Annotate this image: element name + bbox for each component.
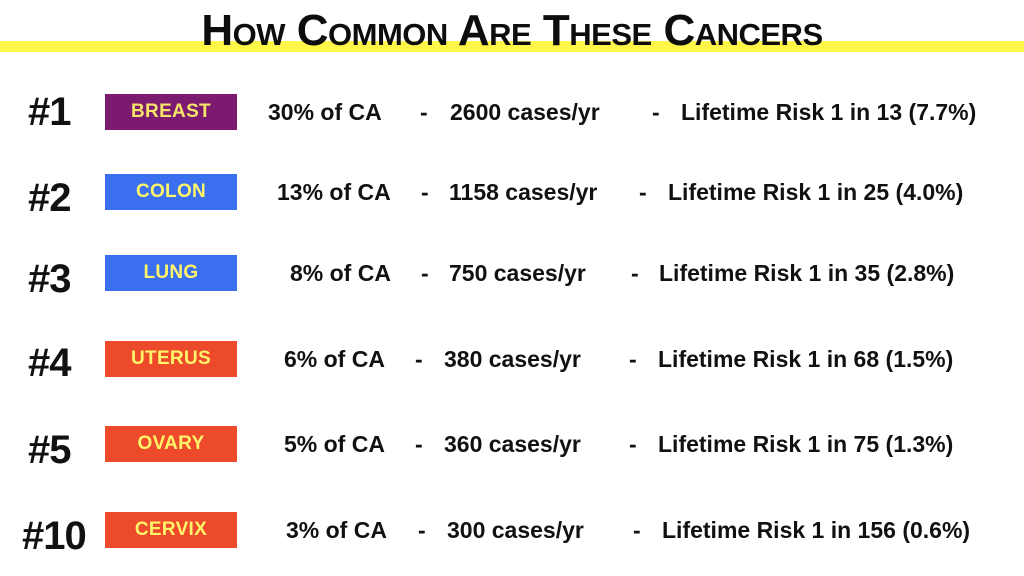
cancer-badge-cervix: CERVIX (105, 512, 237, 548)
cases-per-year: 1158 cases/yr (449, 179, 598, 205)
rank-label: #1 (28, 90, 71, 134)
separator: - (629, 431, 637, 457)
separator: - (631, 260, 639, 286)
title-highlight-bar (0, 41, 1024, 52)
cancer-row-breast: #1 BREAST 30% of CA - 2600 cases/yr - Li… (0, 84, 1024, 140)
lifetime-risk: Lifetime Risk 1 in 156 (0.6%) (662, 517, 971, 543)
cancer-badge-colon: COLON (105, 174, 237, 210)
cases-per-year: 360 cases/yr (444, 431, 581, 457)
separator: - (418, 517, 426, 543)
rank-label: #5 (28, 428, 71, 472)
cancer-row-ovary: #5 OVARY 5% of CA - 360 cases/yr - Lifet… (0, 416, 1024, 472)
rank-label: #3 (28, 257, 71, 301)
separator: - (421, 179, 429, 205)
percent-of-cancers: 13% of CA (277, 179, 391, 205)
lifetime-risk: Lifetime Risk 1 in 13 (7.7%) (681, 99, 977, 125)
separator: - (652, 99, 660, 125)
separator: - (421, 260, 429, 286)
rank-label: #4 (28, 341, 71, 385)
cancer-row-uterus: #4 UTERUS 6% of CA - 380 cases/yr - Life… (0, 331, 1024, 387)
lifetime-risk: Lifetime Risk 1 in 35 (2.8%) (659, 260, 955, 286)
cancer-badge-uterus: UTERUS (105, 341, 237, 377)
percent-of-cancers: 3% of CA (286, 517, 387, 543)
separator: - (639, 179, 647, 205)
lifetime-risk: Lifetime Risk 1 in 25 (4.0%) (668, 179, 964, 205)
separator: - (415, 431, 423, 457)
lifetime-risk: Lifetime Risk 1 in 68 (1.5%) (658, 346, 954, 372)
rank-label: #2 (28, 176, 71, 220)
cases-per-year: 300 cases/yr (447, 517, 584, 543)
cases-per-year: 2600 cases/yr (450, 99, 600, 125)
cancer-badge-breast: BREAST (105, 94, 237, 130)
rank-label: #10 (22, 514, 87, 558)
cases-per-year: 750 cases/yr (449, 260, 586, 286)
cancer-badge-lung: LUNG (105, 255, 237, 291)
percent-of-cancers: 30% of CA (268, 99, 382, 125)
cancer-row-cervix: #10 CERVIX 3% of CA - 300 cases/yr - Lif… (0, 502, 1024, 558)
cancer-row-colon: #2 COLON 13% of CA - 1158 cases/yr - Lif… (0, 164, 1024, 220)
percent-of-cancers: 6% of CA (284, 346, 385, 372)
cancer-badge-ovary: OVARY (105, 426, 237, 462)
separator: - (415, 346, 423, 372)
percent-of-cancers: 5% of CA (284, 431, 385, 457)
page-title: How Common Are These Cancers (201, 6, 823, 55)
separator: - (633, 517, 641, 543)
cases-per-year: 380 cases/yr (444, 346, 581, 372)
separator: - (629, 346, 637, 372)
cancer-row-lung: #3 LUNG 8% of CA - 750 cases/yr - Lifeti… (0, 245, 1024, 301)
percent-of-cancers: 8% of CA (290, 260, 391, 286)
lifetime-risk: Lifetime Risk 1 in 75 (1.3%) (658, 431, 954, 457)
separator: - (420, 99, 428, 125)
